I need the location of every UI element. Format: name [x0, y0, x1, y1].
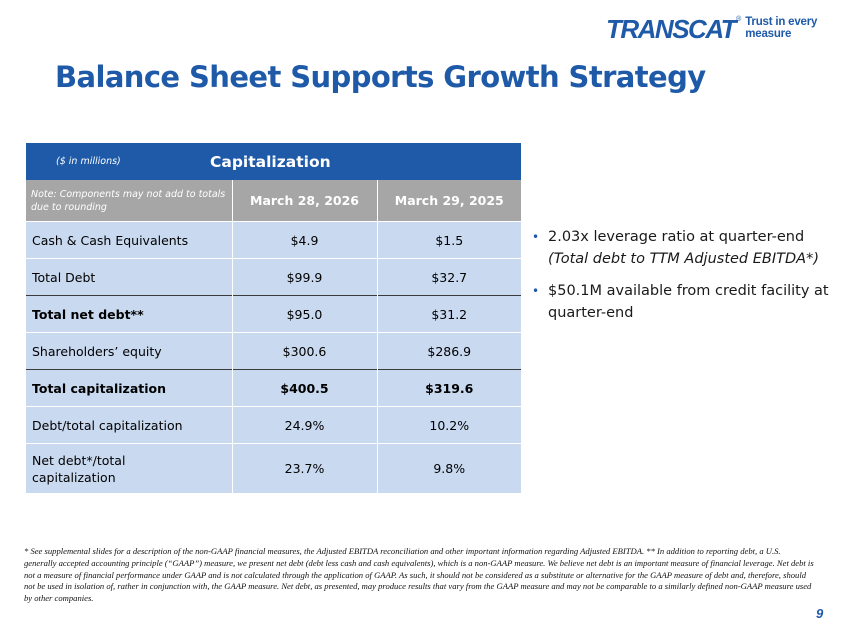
bullet-icon: • [532, 284, 540, 298]
page-number: 9 [816, 606, 824, 621]
cell-value: $1.5 [376, 221, 521, 259]
row-label-text: Net debt*/total capitalization [32, 452, 126, 485]
list-item: • $50.1M available from credit facility … [530, 280, 845, 324]
logo-tagline: Trust in every measure [745, 16, 818, 40]
cell-value: $286.9 [376, 332, 521, 370]
table-caption-text: Capitalization [210, 152, 331, 171]
cell-value: $99.9 [231, 258, 377, 296]
cell-value: 24.9% [231, 406, 377, 444]
slide-title: Balance Sheet Supports Growth Strategy [55, 60, 706, 94]
bullet-icon: • [532, 230, 540, 244]
units-note: ($ in millions) [26, 143, 232, 180]
table-row: Debt/total capitalization 24.9% 10.2% [26, 406, 521, 444]
row-label: Debt/total capitalization [26, 406, 232, 444]
table-row: Total net debt** $95.0 $31.2 [26, 295, 521, 333]
table-row: Total capitalization $400.5 $319.6 [26, 369, 521, 407]
capitalization-table: ($ in millions) Capitalization Note: Com… [26, 143, 521, 493]
table-header-row: Note: Components may not add to totals d… [26, 180, 521, 222]
rounding-note: Note: Components may not add to totals d… [26, 180, 232, 222]
table-caption-row: ($ in millions) Capitalization [26, 143, 521, 180]
column-header: March 29, 2025 [376, 180, 521, 222]
row-label: Total Debt [26, 258, 232, 296]
bullet-subtext: (Total debt to TTM Adjusted EBITDA*) [548, 251, 819, 267]
row-label: Total net debt** [26, 295, 232, 333]
cell-value: $32.7 [376, 258, 521, 296]
row-label: Cash & Cash Equivalents [26, 221, 232, 259]
bullet-text: $50.1M available from credit facility at… [548, 283, 829, 321]
cell-value: 10.2% [376, 406, 521, 444]
cell-value: 9.8% [376, 443, 521, 493]
cell-value: $4.9 [231, 221, 377, 259]
cell-value: $31.2 [376, 295, 521, 333]
cell-value: $319.6 [376, 369, 521, 407]
footnote: * See supplemental slides for a descript… [24, 546, 814, 604]
company-logo: TRANSCAT ® Trust in every measure [606, 16, 850, 42]
cell-value: $95.0 [231, 295, 377, 333]
row-label: Shareholders’ equity [26, 332, 232, 370]
cell-value: $400.5 [231, 369, 377, 407]
key-points-list: • 2.03x leverage ratio at quarter-end (T… [530, 226, 845, 334]
table-caption: Capitalization [210, 143, 521, 180]
cell-value: 23.7% [231, 443, 377, 493]
column-header: March 28, 2026 [231, 180, 377, 222]
table-row: Total Debt $99.9 $32.7 [26, 258, 521, 296]
bullet-text: 2.03x leverage ratio at quarter-end [548, 229, 805, 245]
table-row: Net debt*/total capitalization 23.7% 9.8… [26, 443, 521, 493]
cell-value: $300.6 [231, 332, 377, 370]
table-row: Cash & Cash Equivalents $4.9 $1.5 [26, 221, 521, 259]
logo-registered-mark: ® [736, 16, 742, 23]
list-item: • 2.03x leverage ratio at quarter-end (T… [530, 226, 845, 270]
logo-wordmark: TRANSCAT [606, 14, 737, 44]
table-row: Shareholders’ equity $300.6 $286.9 [26, 332, 521, 370]
row-label: Total capitalization [26, 369, 232, 407]
row-label: Net debt*/total capitalization [26, 443, 232, 493]
